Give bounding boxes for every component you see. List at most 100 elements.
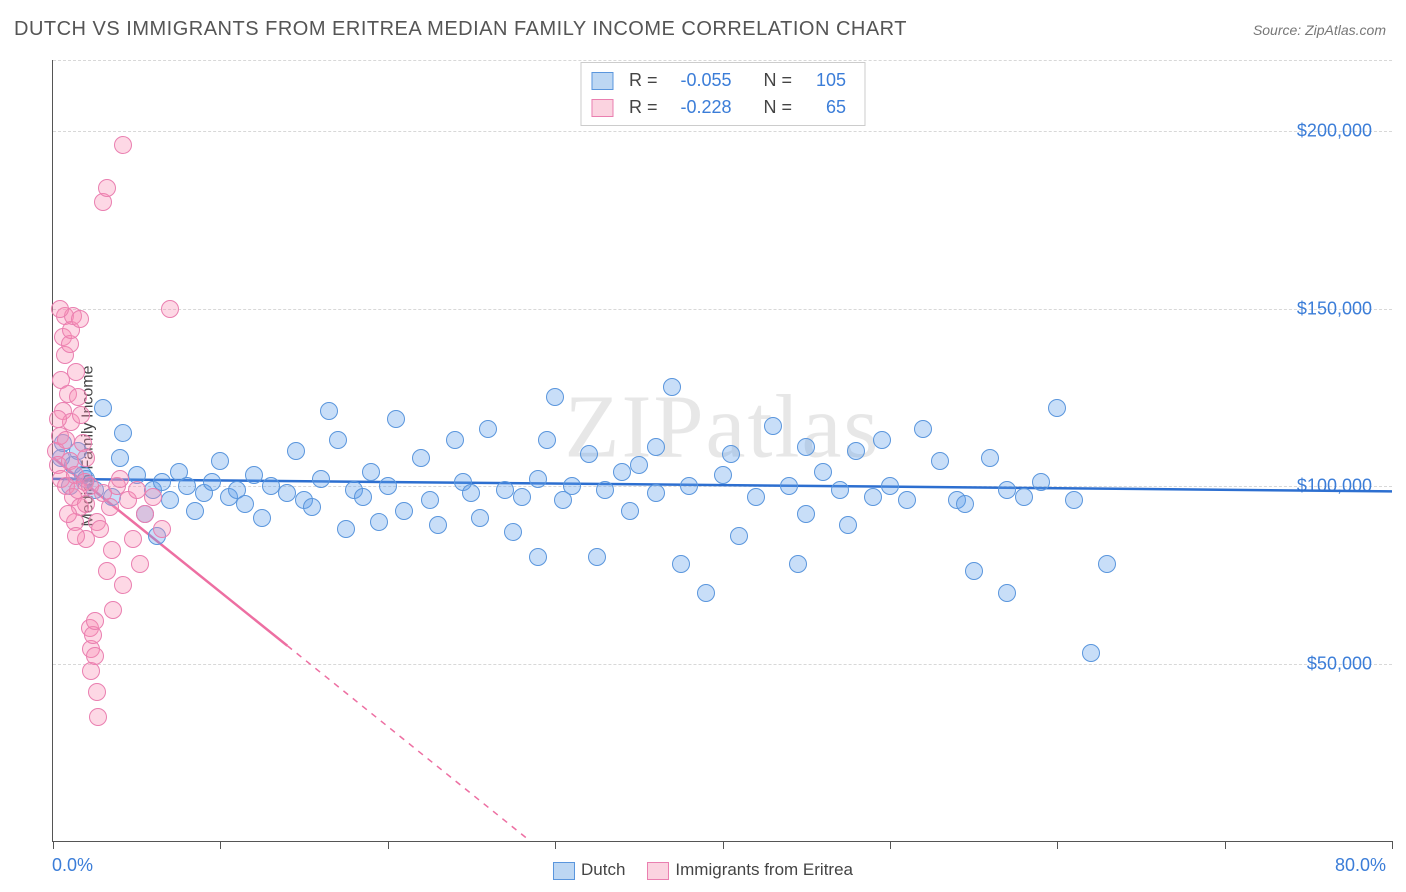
data-point — [136, 505, 154, 523]
data-point — [647, 438, 665, 456]
data-point — [421, 491, 439, 509]
gridline — [53, 131, 1392, 132]
n-label: N = — [764, 67, 793, 94]
legend-label: Immigrants from Eritrea — [675, 860, 853, 879]
data-point — [86, 647, 104, 665]
data-point — [161, 491, 179, 509]
series-legend: Dutch Immigrants from Eritrea — [553, 860, 853, 880]
source-attribution: Source: ZipAtlas.com — [1253, 22, 1386, 38]
y-tick-label: $50,000 — [1307, 653, 1372, 674]
data-point — [730, 527, 748, 545]
data-point — [59, 505, 77, 523]
data-point — [446, 431, 464, 449]
data-point — [1015, 488, 1033, 506]
data-point — [898, 491, 916, 509]
data-point — [131, 555, 149, 573]
data-point — [714, 466, 732, 484]
data-point — [504, 523, 522, 541]
n-value: 105 — [802, 67, 846, 94]
data-point — [245, 466, 263, 484]
x-axis-min-label: 0.0% — [52, 855, 93, 876]
data-point — [103, 541, 121, 559]
y-tick-label: $200,000 — [1297, 121, 1372, 142]
data-point — [847, 442, 865, 460]
legend-label: Dutch — [581, 860, 625, 879]
data-point — [1065, 491, 1083, 509]
data-point — [914, 420, 932, 438]
data-point — [546, 388, 564, 406]
data-point — [51, 300, 69, 318]
data-point — [98, 179, 116, 197]
data-point — [998, 584, 1016, 602]
data-point — [354, 488, 372, 506]
data-point — [329, 431, 347, 449]
x-tick — [890, 841, 891, 849]
r-value: -0.055 — [668, 67, 732, 94]
data-point — [513, 488, 531, 506]
data-point — [864, 488, 882, 506]
data-point — [94, 399, 112, 417]
r-label: R = — [629, 67, 658, 94]
data-point — [764, 417, 782, 435]
data-point — [780, 477, 798, 495]
correlation-legend-row: R =-0.228N =65 — [591, 94, 846, 121]
data-point — [1032, 473, 1050, 491]
data-point — [387, 410, 405, 428]
legend-item: Dutch — [553, 860, 625, 880]
data-point — [114, 576, 132, 594]
data-point — [114, 424, 132, 442]
data-point — [111, 470, 129, 488]
data-point — [253, 509, 271, 527]
data-point — [814, 463, 832, 481]
data-point — [672, 555, 690, 573]
n-label: N = — [764, 94, 793, 121]
data-point — [337, 520, 355, 538]
data-point — [67, 363, 85, 381]
data-point — [797, 438, 815, 456]
n-value: 65 — [802, 94, 846, 121]
r-label: R = — [629, 94, 658, 121]
x-tick — [220, 841, 221, 849]
data-point — [663, 378, 681, 396]
gridline — [53, 486, 1392, 487]
gridline — [53, 60, 1392, 61]
data-point — [81, 477, 99, 495]
data-point — [697, 584, 715, 602]
data-point — [153, 520, 171, 538]
data-point — [1098, 555, 1116, 573]
x-tick — [723, 841, 724, 849]
data-point — [588, 548, 606, 566]
data-point — [69, 388, 87, 406]
data-point — [161, 300, 179, 318]
data-point — [839, 516, 857, 534]
data-point — [621, 502, 639, 520]
data-point — [320, 402, 338, 420]
data-point — [104, 601, 122, 619]
data-point — [86, 612, 104, 630]
data-point — [362, 463, 380, 481]
x-tick — [53, 841, 54, 849]
y-tick-label: $150,000 — [1297, 298, 1372, 319]
data-point — [538, 431, 556, 449]
data-point — [630, 456, 648, 474]
data-point — [797, 505, 815, 523]
data-point — [91, 520, 109, 538]
data-point — [429, 516, 447, 534]
legend-swatch — [647, 862, 669, 880]
gridline — [53, 309, 1392, 310]
data-point — [462, 484, 480, 502]
data-point — [67, 527, 85, 545]
trend-line-extrapolated — [287, 646, 530, 841]
data-point — [1082, 644, 1100, 662]
data-point — [262, 477, 280, 495]
data-point — [88, 683, 106, 701]
data-point — [789, 555, 807, 573]
chart-title: DUTCH VS IMMIGRANTS FROM ERITREA MEDIAN … — [14, 18, 907, 41]
data-point — [89, 708, 107, 726]
data-point — [77, 495, 95, 513]
data-point — [680, 477, 698, 495]
data-point — [580, 445, 598, 463]
data-point — [278, 484, 296, 502]
data-point — [114, 136, 132, 154]
x-tick — [555, 841, 556, 849]
